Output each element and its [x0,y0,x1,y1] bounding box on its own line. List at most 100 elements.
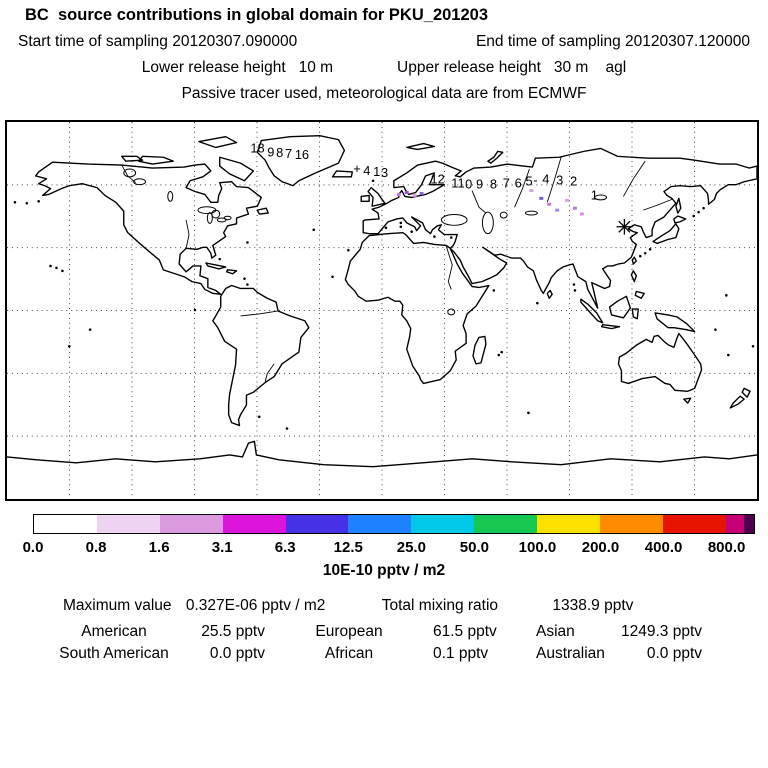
river-yenisei [546,157,562,203]
lake-balkhash [524,210,538,216]
trajectory-day-label: 3 [556,173,563,188]
lake-great-slave [133,178,147,186]
river-parana [264,363,275,382]
colorbar-ticks: 0.0 0.8 1.6 3.1 6.3 12.5 25.0 50.0 100.0 200.0 400… [23,539,755,557]
colorbar-unit: 10E-10 pptv / m2 [322,562,446,579]
island-dot [399,225,403,229]
island-dot [702,206,705,210]
island-dot [88,328,92,331]
colorbar-tick: 200.0 [581,539,620,556]
contribution-cell [547,202,552,206]
colorbar-tick: 50.0 [459,539,489,556]
island-dot [246,283,249,286]
lake-baikal [594,194,608,201]
coast-great-britain [367,186,386,207]
island-dot [218,257,222,261]
colorbar-segment [599,515,663,533]
trajectory-day-label: 2 [570,174,577,189]
lake-ontario [223,215,232,221]
trajectory-day-label: 4 [363,163,370,178]
river-lena [623,160,646,197]
lakes [123,168,608,316]
region-value: 0.0 pptv [646,645,702,662]
coast-victoria-island [137,155,174,165]
region-label: Asian [536,623,575,640]
coast-greenland [256,135,346,187]
release-heights: Lower release height 10 m Upper release … [0,59,768,77]
trajectory-day-label: 8 [490,177,497,192]
island-dot [384,226,388,230]
receptor-asterisk-line [618,220,631,233]
island-dot [258,415,261,419]
river-volga [471,190,487,214]
island-dot [500,350,504,354]
colorbar [33,514,755,534]
island-dot [692,214,695,218]
trajectory-day-label: - [533,173,537,188]
contribution-cell [404,191,409,194]
island-dot [49,264,52,268]
sampling-times: Start time of sampling 20120307.090000 E… [0,33,768,51]
world-map: 18 9 8 7 1 6 +4 1 3 12 11 0 9 8 7 6 5-4 3 2 1 [5,120,759,501]
lake-huron [211,209,221,219]
island-dot [648,248,652,251]
trajectory-day-label: 1 [591,187,598,202]
island-dot [643,251,647,255]
stats-summary-row: Maximum value 0.327E-06 pptv / m2 Total … [63,597,633,615]
tracer-note: Passive tracer used, meteorological data… [0,85,768,103]
colorbar-segment [159,515,223,533]
trajectory-day-label: 12 [430,172,444,187]
colorbar-tick: 0.0 [22,539,44,556]
island-dot [37,200,40,203]
coast-new-guinea [654,312,696,333]
trajectory-day-label: + [353,161,361,176]
contribution-cell [579,212,584,216]
contribution-cell [565,198,570,202]
island-dot [410,230,413,233]
island-dot [25,202,29,205]
colorbar-segment [744,515,754,533]
river-amazon [240,310,279,317]
coastlines [7,135,757,468]
island-dot [331,275,334,278]
receptor-marker [616,218,633,235]
coast-north-america [35,161,262,296]
island-dot [714,328,717,331]
river-ob [514,168,530,208]
trajectory-day-label: 6 [302,147,309,162]
total-ratio-label: Total mixing ratio [381,597,499,614]
colorbar-segment [222,515,286,533]
island-dot [751,344,755,348]
island-dot [13,201,17,204]
lower-release-text: Lower release height 10 m [141,59,334,76]
coast-mindanao [634,290,645,299]
contribution-cell [529,189,534,193]
trajectory-day-label: 0 [465,177,472,192]
coast-svalbard [406,142,436,151]
colorbar-segment [537,515,600,533]
trajectory-day-label: 18 [250,140,264,155]
region-label: South American [59,645,169,662]
island-dots [13,179,755,430]
total-ratio-value: 1338.9 pptv [552,597,634,614]
region-value: 0.1 pptv [433,645,489,662]
island-dot [572,283,576,286]
coast-banks-island [121,155,144,162]
trajectory-day-label: 8 [276,145,283,160]
colorbar-tick: 6.3 [274,539,296,556]
island-dot [312,228,316,231]
max-value-text: 0.327E-06 pptv / m2 [185,597,326,614]
region-label: European [315,623,383,640]
lake-superior [197,206,217,215]
coast-sulawesi [631,308,639,320]
coast-tasmania [683,397,692,404]
trajectory-day-label: 3 [381,165,388,180]
colorbar-tick: 0.8 [85,539,107,556]
island-dot [727,353,730,357]
island-dot [536,301,539,305]
river-mississippi [185,219,190,249]
lake-great-bear [123,168,137,178]
colorbar-tick: 400.0 [644,539,683,556]
trajectory-day-label: 1 [373,164,380,179]
